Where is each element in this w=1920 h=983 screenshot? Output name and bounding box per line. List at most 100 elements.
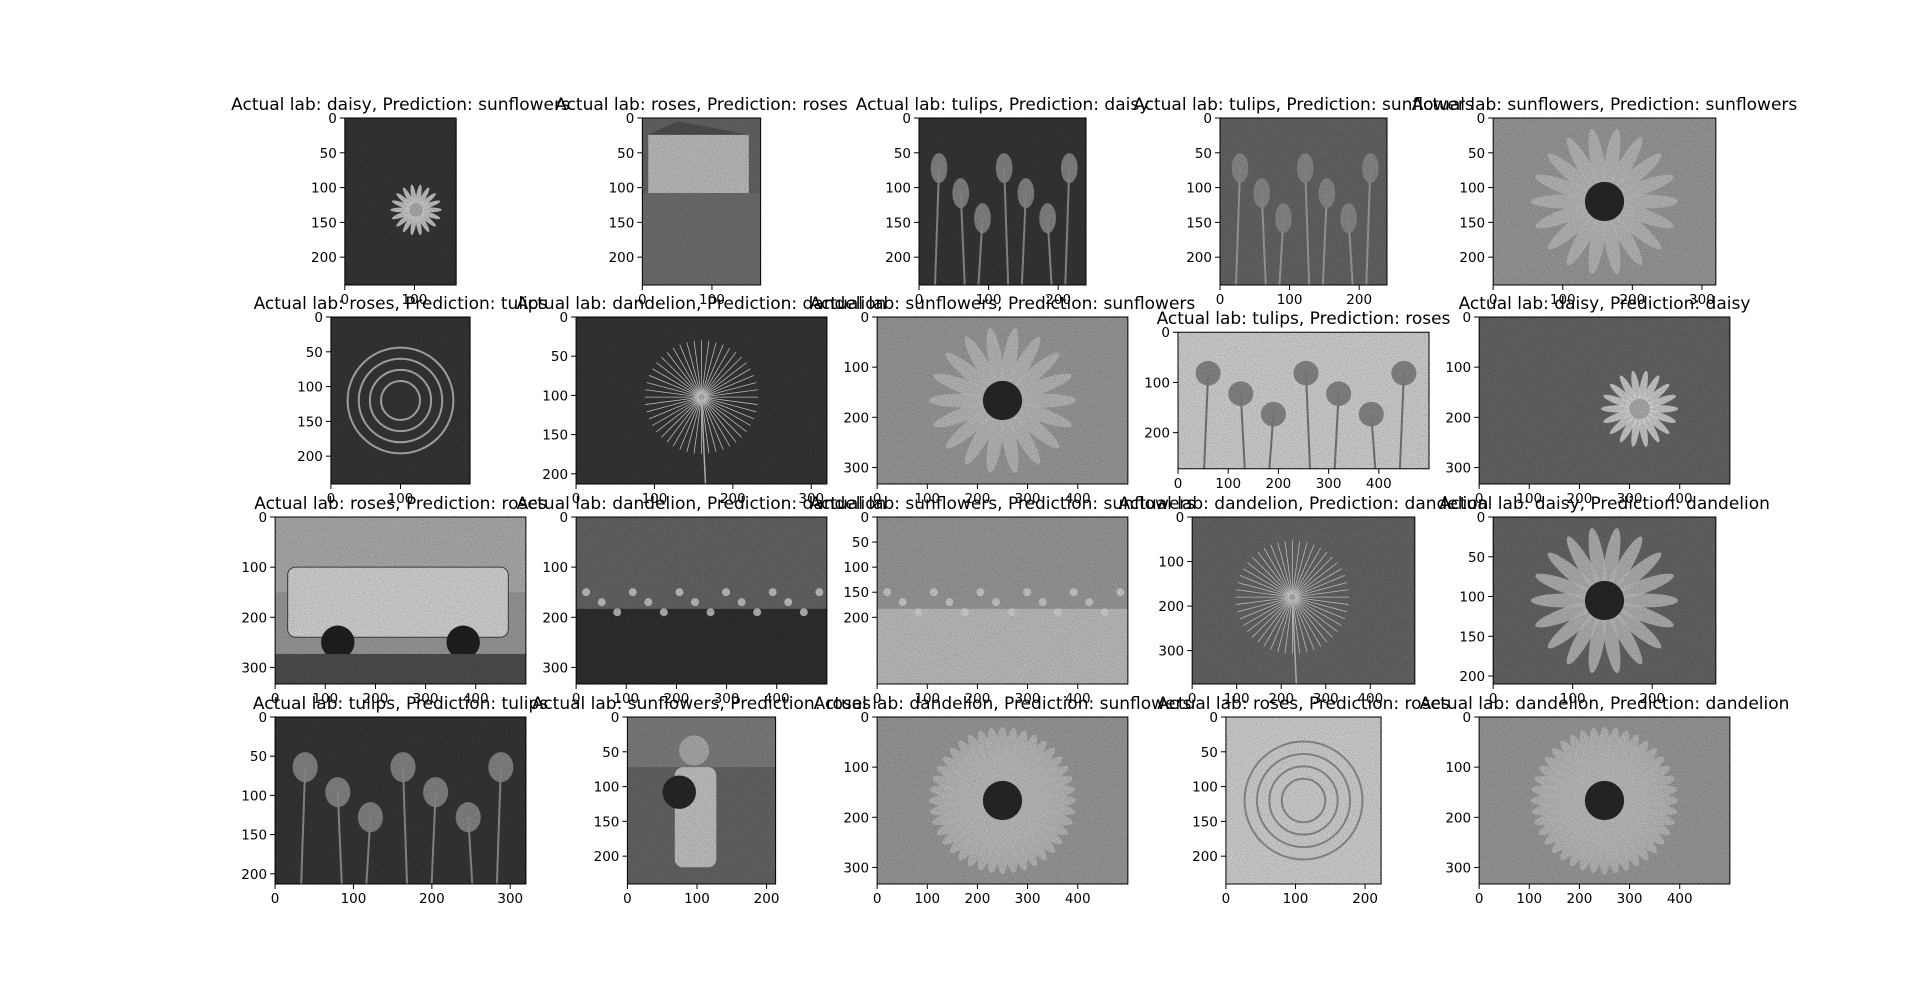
y-tick-label: 100 — [885, 181, 911, 197]
subplot-7: 0 100 200 300050100150200Actual lab: dandel… — [517, 294, 887, 507]
y-tick-label: 200 — [885, 250, 911, 266]
y-tick-label: 200 — [297, 449, 323, 465]
x-tick-label: 0 — [271, 891, 280, 907]
y-tick-label: 150 — [241, 828, 267, 844]
y-tick-label: 200 — [609, 250, 635, 266]
x-tick-label: 400 — [1065, 891, 1091, 907]
subplot-title: Actual lab: sunflowers, Prediction: sunf… — [1412, 95, 1798, 115]
subplot-4: 0 100 200 0 50 100 150 200 Actual lab: tulips, P… — [1133, 95, 1474, 308]
photo-image — [275, 517, 526, 684]
x-tick-label: 100 — [1283, 891, 1309, 907]
y-tick-label: 200 — [1445, 810, 1471, 826]
y-tick-label: 100 — [1192, 780, 1218, 796]
subplot-6: 0 100050100150200Actual lab: roses, Predi… — [254, 294, 548, 507]
x-tick-label: 100 — [341, 891, 367, 907]
x-tick-label: 200 — [1352, 891, 1378, 907]
photo-image — [345, 118, 456, 285]
y-tick-label: 50 — [306, 345, 323, 361]
subplot-19: 0 100 200050100150200Actual lab: roses, Pr… — [1157, 694, 1450, 907]
subplot-title: Actual lab: dandelion, Prediction: sunfl… — [814, 694, 1192, 714]
y-tick-label: 300 — [1445, 860, 1471, 876]
subplot-title: Actual lab: roses, Prediction: tulips — [254, 294, 548, 314]
x-tick-label: 200 — [419, 891, 445, 907]
subplot-title: Actual lab: daisy, Prediction: dandelion — [1439, 494, 1770, 514]
y-tick-label: 100 — [311, 181, 337, 197]
y-tick-label: 150 — [297, 414, 323, 430]
y-tick-label: 50 — [1468, 550, 1485, 566]
photo-image — [576, 317, 827, 484]
subplot-10: 0 100 200 300 4000100200300Actual lab: daisy… — [1445, 294, 1750, 507]
y-tick-label: 150 — [609, 215, 635, 231]
y-tick-label: 200 — [241, 867, 267, 883]
photo-image — [919, 118, 1086, 285]
y-tick-label: 100 — [1459, 590, 1485, 606]
y-tick-label: 200 — [1459, 669, 1485, 685]
x-tick-label: 200 — [754, 891, 780, 907]
x-tick-label: 100 — [914, 891, 940, 907]
photo-image — [877, 317, 1128, 484]
y-tick-label: 50 — [1195, 146, 1212, 162]
x-tick-label: 200 — [1346, 292, 1372, 308]
x-tick-label: 300 — [1617, 891, 1643, 907]
y-tick-label: 300 — [1445, 460, 1471, 476]
subplot-title: Actual lab: roses, Prediction: roses — [555, 95, 848, 115]
y-tick-label: 50 — [250, 749, 267, 765]
y-tick-label: 200 — [843, 610, 869, 626]
y-tick-label: 100 — [241, 560, 267, 576]
y-tick-label: 100 — [297, 380, 323, 396]
y-tick-label: 50 — [551, 349, 568, 365]
y-tick-label: 100 — [1158, 555, 1184, 571]
y-tick-label: 50 — [320, 146, 337, 162]
y-tick-label: 100 — [542, 388, 568, 404]
y-tick-label: 50 — [894, 146, 911, 162]
subplot-5: 0 100 200 300050100150200Actual lab: sunflo… — [1412, 95, 1798, 308]
subplot-14: 0 100 200 300 4000100200300Actual lab: dande… — [1119, 494, 1489, 707]
y-tick-label: 150 — [1186, 215, 1212, 231]
y-tick-label: 200 — [594, 849, 620, 865]
y-tick-label: 200 — [1158, 599, 1184, 615]
x-tick-label: 0 — [1475, 891, 1484, 907]
y-tick-label: 300 — [843, 460, 869, 476]
x-tick-label: 300 — [1015, 891, 1041, 907]
subplot-20: 0 100 200 300 400 0 100 200 300 Actual lab: dande… — [1420, 694, 1790, 907]
y-tick-label: 100 — [843, 560, 869, 576]
x-tick-label: 0 — [1222, 891, 1231, 907]
photo-image — [627, 717, 775, 884]
y-tick-label: 200 — [1192, 849, 1218, 865]
subplot-18: 0 100 200 300 4000100200300Actual lab: dande… — [814, 694, 1192, 907]
y-tick-label: 50 — [602, 745, 619, 761]
photo-image — [877, 717, 1128, 884]
subplot-8: 0 100 200 300 400 0 100 200 300 Actual lab: sunfl… — [810, 294, 1196, 507]
y-tick-label: 300 — [241, 660, 267, 676]
y-tick-label: 100 — [1186, 181, 1212, 197]
y-tick-label: 150 — [885, 215, 911, 231]
y-tick-label: 100 — [542, 560, 568, 576]
subplot-17: 0 100 200050100150200Actual lab: sunflower… — [532, 694, 871, 907]
y-tick-label: 150 — [542, 428, 568, 444]
photo-image — [576, 517, 827, 684]
y-tick-label: 150 — [843, 585, 869, 601]
x-tick-label: 0 — [873, 891, 882, 907]
y-tick-label: 300 — [542, 660, 568, 676]
subplot-2: 0 100 0 50 100 150 200 Actual lab: roses, Predi… — [555, 95, 848, 308]
y-tick-label: 100 — [1459, 181, 1485, 197]
y-tick-label: 200 — [542, 610, 568, 626]
x-tick-label: 100 — [684, 891, 710, 907]
subplot-title: Actual lab: sunflowers, Prediction: sunf… — [810, 294, 1196, 314]
y-tick-label: 200 — [1144, 426, 1170, 442]
subplot-11: 0 100 200 300 4000100200300Actual lab: roses… — [241, 494, 547, 707]
y-tick-label: 50 — [617, 146, 634, 162]
photo-image — [1220, 118, 1387, 285]
y-tick-label: 50 — [852, 535, 869, 551]
y-tick-label: 200 — [542, 467, 568, 483]
y-tick-label: 200 — [1186, 250, 1212, 266]
x-tick-label: 0 — [1174, 476, 1183, 492]
y-tick-label: 100 — [1445, 360, 1471, 376]
photo-image — [331, 317, 470, 484]
x-tick-label: 100 — [1516, 891, 1542, 907]
photo-image — [877, 517, 1128, 684]
y-tick-label: 100 — [843, 360, 869, 376]
x-tick-label: 200 — [965, 891, 991, 907]
y-tick-label: 200 — [241, 610, 267, 626]
